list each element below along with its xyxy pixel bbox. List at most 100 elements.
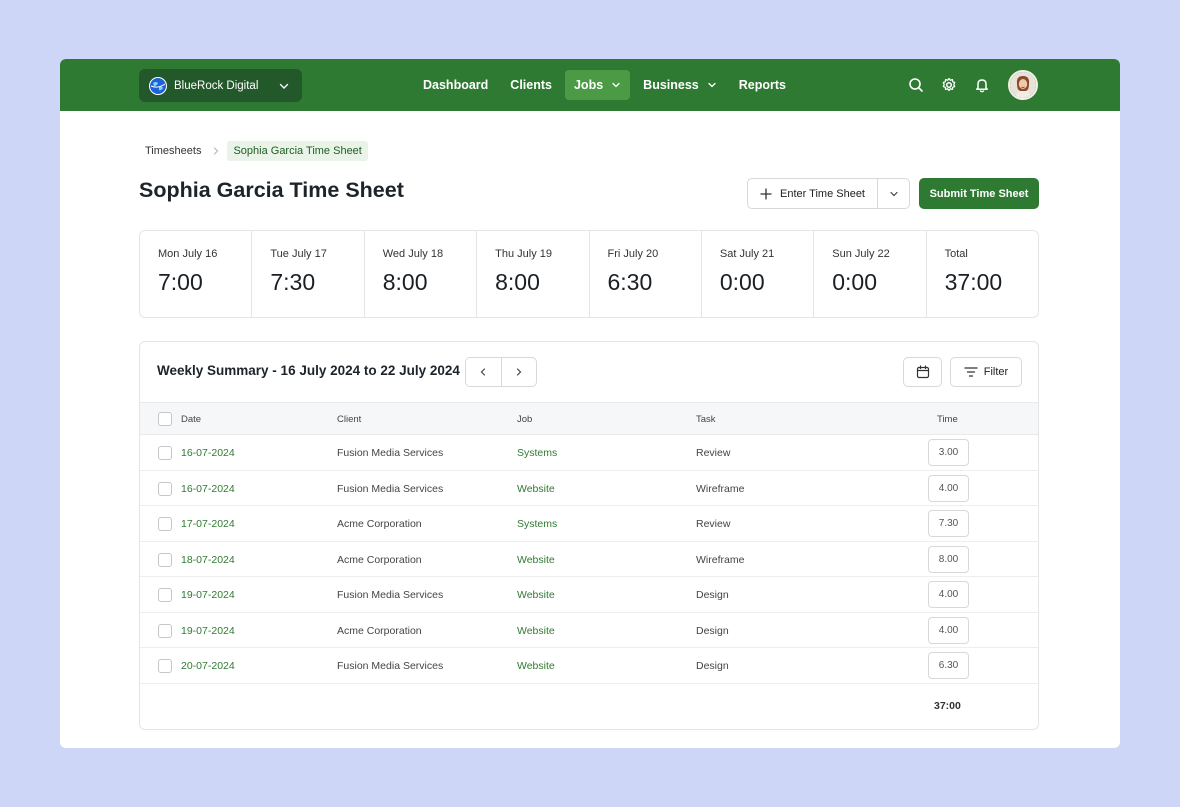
app-window: BlueRock Digital Dashboard Clients Jobs … <box>60 59 1120 748</box>
cell-job[interactable]: Website <box>517 589 555 601</box>
filter-button[interactable]: Filter <box>950 357 1022 387</box>
cell-date[interactable]: 20-07-2024 <box>181 660 235 672</box>
day-card: Sun July 22 0:00 <box>814 231 927 317</box>
submit-time-sheet-button[interactable]: Submit Time Sheet <box>919 178 1039 209</box>
cell-task: Wireframe <box>696 482 745 495</box>
day-label: Sat July 21 <box>719 248 775 260</box>
day-label: Tue July 17 <box>270 248 327 260</box>
row-checkbox[interactable] <box>158 588 172 602</box>
table-row: 17-07-2024 Acme Corporation Systems Review 7… <box>140 506 1038 542</box>
cell-task: Design <box>696 589 729 601</box>
time-input[interactable]: 6.30 <box>928 652 969 679</box>
chevron-down-icon <box>708 82 716 88</box>
total-time: 37:00 <box>934 700 961 712</box>
nav-reports[interactable]: Reports <box>730 70 795 100</box>
cell-job[interactable]: Systems <box>517 518 558 530</box>
column-time: Time <box>937 414 958 425</box>
day-hours: 37:00 <box>944 269 1003 295</box>
row-checkbox[interactable] <box>158 623 172 638</box>
time-input[interactable]: 4.00 <box>928 616 969 644</box>
cell-client: Fusion Media Services <box>337 589 444 601</box>
chevron-right-icon <box>516 368 522 376</box>
time-input[interactable]: 4.00 <box>928 474 969 502</box>
chevron-down-icon <box>889 191 898 196</box>
enter-time-sheet-dropdown[interactable] <box>878 179 909 208</box>
total-card: Total 37:00 <box>927 231 1038 317</box>
row-checkbox[interactable] <box>158 481 172 496</box>
day-card: Sat July 21 0:00 <box>702 231 815 317</box>
day-hours: 8:00 <box>382 269 428 295</box>
breadcrumb-timesheets[interactable]: Timesheets <box>145 145 202 157</box>
column-client: Client <box>337 414 362 425</box>
row-checkbox[interactable] <box>158 517 172 531</box>
column-date: Date <box>181 414 202 425</box>
table-row: 18-07-2024 Acme Corporation Website Wirefra… <box>140 542 1038 577</box>
row-checkbox[interactable] <box>158 446 172 460</box>
nav-label: Reports <box>738 78 786 92</box>
table-row: 19-07-2024 Fusion Media Services Website De… <box>140 577 1038 613</box>
avatar[interactable] <box>1008 70 1038 100</box>
daily-totals: Mon July 16 7:00 Tue July 17 7:30 Wed July 1… <box>139 230 1039 318</box>
gear-icon[interactable] <box>941 77 957 93</box>
day-hours: 7:00 <box>158 269 203 295</box>
enter-time-sheet-split-button: Enter Time Sheet <box>747 178 910 209</box>
cell-task: Design <box>696 624 729 637</box>
cell-date[interactable]: 16-07-2024 <box>181 447 235 459</box>
day-hours: 6:30 <box>607 269 653 295</box>
nav-business[interactable]: Business <box>634 70 726 100</box>
cell-date[interactable]: 18-07-2024 <box>181 553 235 566</box>
enter-time-sheet-label: Enter Time Sheet <box>780 187 865 200</box>
table-header: Date Client Job Task Time <box>140 402 1038 435</box>
chevron-down-icon <box>279 83 289 89</box>
day-card: Tue July 17 7:30 <box>252 231 365 317</box>
table-body: 16-07-2024 Fusion Media Services Systems Re… <box>140 435 1038 684</box>
nav-clients[interactable]: Clients <box>501 70 561 100</box>
row-checkbox[interactable] <box>158 659 172 673</box>
day-label: Wed July 18 <box>382 248 444 260</box>
day-hours: 0:00 <box>719 269 765 295</box>
nav-dashboard[interactable]: Dashboard <box>414 70 497 100</box>
page-title: Sophia Garcia Time Sheet <box>139 178 404 202</box>
cell-client: Acme Corporation <box>337 518 422 530</box>
day-card: Mon July 16 7:00 <box>140 231 253 317</box>
day-label: Sun July 22 <box>832 248 890 260</box>
day-hours: 0:00 <box>832 269 878 295</box>
week-pager <box>465 357 537 387</box>
cell-client: Fusion Media Services <box>337 482 444 495</box>
cell-job[interactable]: Website <box>517 553 555 566</box>
previous-week-button[interactable] <box>466 358 502 386</box>
table-row: 16-07-2024 Fusion Media Services Website Wi… <box>140 471 1038 506</box>
cell-task: Design <box>696 660 729 672</box>
cell-client: Acme Corporation <box>337 553 422 566</box>
nav-jobs[interactable]: Jobs <box>564 70 631 100</box>
cell-job[interactable]: Systems <box>517 447 558 459</box>
cell-job[interactable]: Website <box>517 624 555 637</box>
cell-date[interactable]: 19-07-2024 <box>181 589 235 601</box>
row-checkbox[interactable] <box>158 552 172 567</box>
cell-client: Fusion Media Services <box>337 447 444 459</box>
time-input[interactable]: 4.00 <box>928 581 969 608</box>
bell-icon[interactable] <box>974 77 990 93</box>
time-input[interactable]: 8.00 <box>928 545 969 573</box>
cell-date[interactable]: 16-07-2024 <box>181 482 235 495</box>
org-switcher[interactable]: BlueRock Digital <box>139 69 302 102</box>
cell-job[interactable]: Website <box>517 660 555 672</box>
calendar-icon <box>916 365 929 379</box>
calendar-button[interactable] <box>903 357 942 387</box>
select-all-checkbox[interactable] <box>158 412 172 426</box>
next-week-button[interactable] <box>502 358 537 386</box>
day-card: Fri July 20 6:30 <box>590 231 702 317</box>
cell-client: Acme Corporation <box>337 624 422 637</box>
table-row: 20-07-2024 Fusion Media Services Website De… <box>140 648 1038 684</box>
org-name: BlueRock Digital <box>174 79 259 92</box>
enter-time-sheet-button[interactable]: Enter Time Sheet <box>748 179 879 208</box>
cell-job[interactable]: Website <box>517 482 555 495</box>
cell-date[interactable]: 17-07-2024 <box>181 518 235 530</box>
column-task: Task <box>696 414 716 425</box>
chevron-left-icon <box>480 368 486 376</box>
time-input[interactable]: 7.30 <box>928 510 969 537</box>
cell-date[interactable]: 19-07-2024 <box>181 624 235 637</box>
user-avatar-icon <box>1010 72 1036 98</box>
time-input[interactable]: 3.00 <box>928 439 969 466</box>
search-icon[interactable] <box>908 77 924 93</box>
